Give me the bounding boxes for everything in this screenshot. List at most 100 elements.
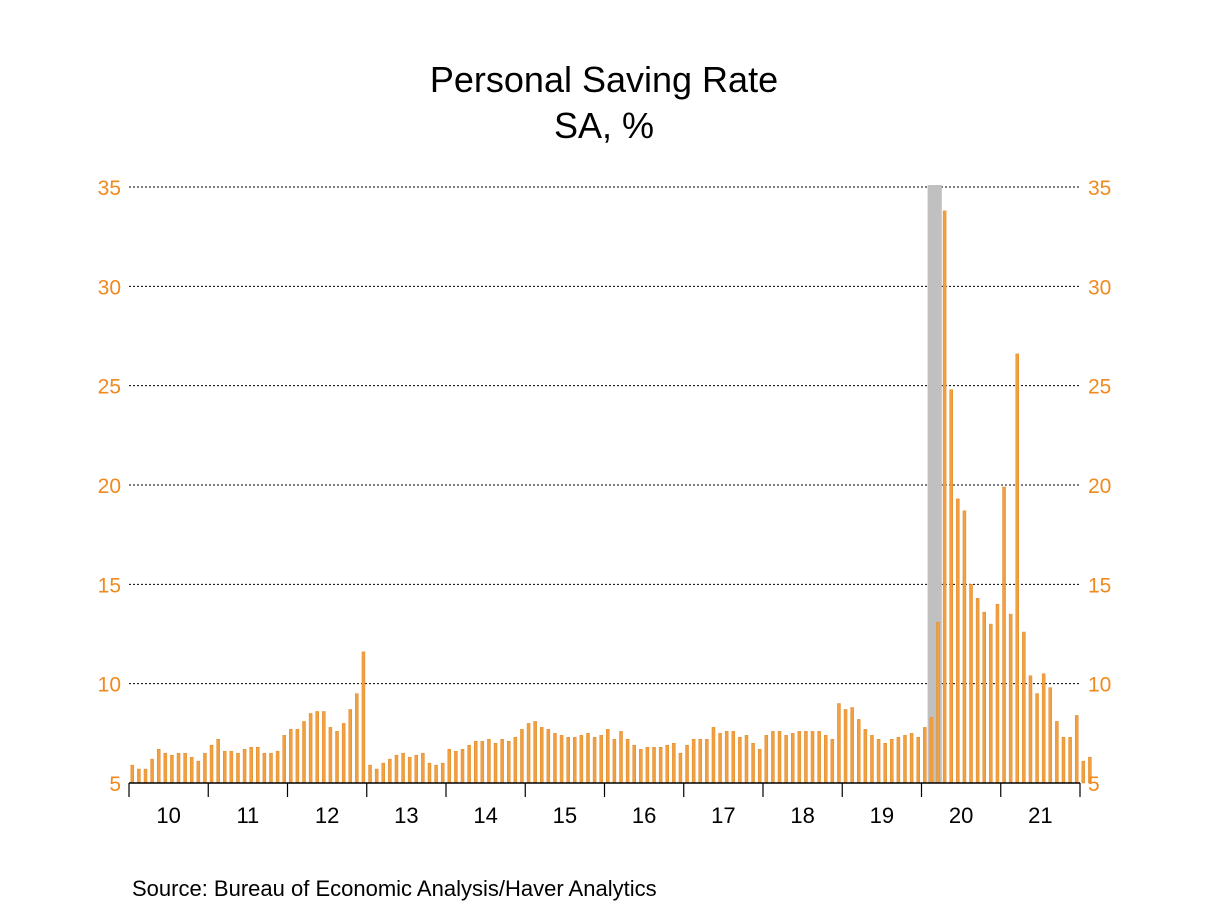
bar-115 <box>890 739 894 784</box>
bar-134 <box>1015 353 1020 784</box>
bar-22 <box>275 750 280 784</box>
x-tick-label-11: 11 <box>236 803 259 828</box>
bar-101 <box>797 731 802 784</box>
bar-144 <box>1081 760 1086 784</box>
y-tick-label-right: 30 <box>1088 276 1111 299</box>
bar-23 <box>282 735 286 784</box>
bar-112 <box>870 735 874 784</box>
bar-55 <box>493 743 498 784</box>
bar-74 <box>619 731 623 784</box>
bar-87 <box>705 739 709 784</box>
bar-48 <box>447 748 452 784</box>
bar-29 <box>322 711 326 784</box>
bar-98 <box>777 731 782 784</box>
y-tick-label-right: 10 <box>1088 674 1111 697</box>
bar-93 <box>744 735 749 784</box>
bar-41 <box>401 752 405 784</box>
bar-130 <box>989 623 993 784</box>
bar-82 <box>672 743 676 784</box>
bar-13 <box>216 739 220 784</box>
bar-66 <box>566 737 570 784</box>
bar-10 <box>196 760 201 784</box>
gridlines <box>129 186 1080 685</box>
bar-24 <box>289 729 293 784</box>
bar-78 <box>645 746 650 784</box>
bar-25 <box>295 729 300 784</box>
bar-11 <box>203 752 207 784</box>
bar-9 <box>189 756 194 784</box>
bar-71 <box>599 735 603 784</box>
bar-104 <box>817 731 821 784</box>
bar-57 <box>506 741 511 784</box>
bar-118 <box>909 733 914 784</box>
bar-94 <box>751 743 755 784</box>
bar-17 <box>242 748 247 784</box>
x-axis <box>128 782 1081 797</box>
x-tick-labels: 10 11 12 13 14 15 16 17 18 19 20 21 <box>156 803 1052 828</box>
y-tick-label-right: 5 <box>1088 773 1100 796</box>
y-tick-label-left: 10 <box>98 674 121 697</box>
bar-31 <box>335 731 339 784</box>
bar-27 <box>308 713 313 784</box>
bar-86 <box>698 739 703 784</box>
bar-110 <box>857 719 861 784</box>
bar-52 <box>473 741 478 784</box>
bar-38 <box>381 762 386 784</box>
bar-137 <box>1035 693 1039 784</box>
bar-39 <box>388 758 392 784</box>
bar-132 <box>1002 486 1006 784</box>
bar-119 <box>916 737 920 784</box>
bar-51 <box>467 745 471 784</box>
bar-113 <box>876 739 881 784</box>
bar-58 <box>513 737 518 784</box>
source-note: Source: Bureau of Economic Analysis/Have… <box>132 876 657 901</box>
bar-18 <box>249 746 253 784</box>
bar-7 <box>176 752 181 784</box>
bar-70 <box>592 737 597 784</box>
bar-85 <box>691 739 696 784</box>
bar-36 <box>368 764 372 784</box>
bar-84 <box>685 745 689 784</box>
x-tick-label-16: 16 <box>632 803 656 828</box>
bar-72 <box>606 729 610 784</box>
bar-81 <box>665 745 669 784</box>
bar-4 <box>156 748 161 784</box>
bar-69 <box>586 733 590 784</box>
bar-120 <box>923 727 927 784</box>
bar-100 <box>790 733 795 784</box>
x-tick-label-10: 10 <box>156 803 180 828</box>
bar-116 <box>896 737 901 784</box>
bar-99 <box>784 735 788 784</box>
bar-12 <box>209 745 214 784</box>
y-tick-label-right: 20 <box>1088 475 1111 498</box>
x-tick-label-20: 20 <box>949 803 973 828</box>
bar-45 <box>427 762 432 784</box>
x-tick-label-15: 15 <box>553 803 577 828</box>
bar-135 <box>1022 631 1026 784</box>
bar-109 <box>850 707 854 784</box>
y-tick-label-left: 5 <box>109 773 121 796</box>
bar-77 <box>639 748 643 784</box>
bar-62 <box>540 727 544 784</box>
x-tick-label-12: 12 <box>315 803 339 828</box>
bar-83 <box>678 752 683 784</box>
bar-141 <box>1061 737 1066 784</box>
bar-88 <box>711 727 716 784</box>
bar-15 <box>229 750 234 784</box>
bar-92 <box>738 737 742 784</box>
bar-40 <box>394 754 399 784</box>
bar-37 <box>374 768 379 784</box>
bar-131 <box>995 603 1000 784</box>
bar-96 <box>764 735 769 784</box>
bar-56 <box>500 739 504 784</box>
bar-21 <box>269 752 273 784</box>
bar-20 <box>262 752 267 784</box>
bar-125 <box>956 498 960 784</box>
bar-91 <box>731 731 736 784</box>
y-tick-label-left: 15 <box>98 574 121 597</box>
bar-107 <box>837 703 841 784</box>
bar-19 <box>256 746 260 784</box>
bar-73 <box>612 739 617 784</box>
x-tick-label-18: 18 <box>790 803 814 828</box>
